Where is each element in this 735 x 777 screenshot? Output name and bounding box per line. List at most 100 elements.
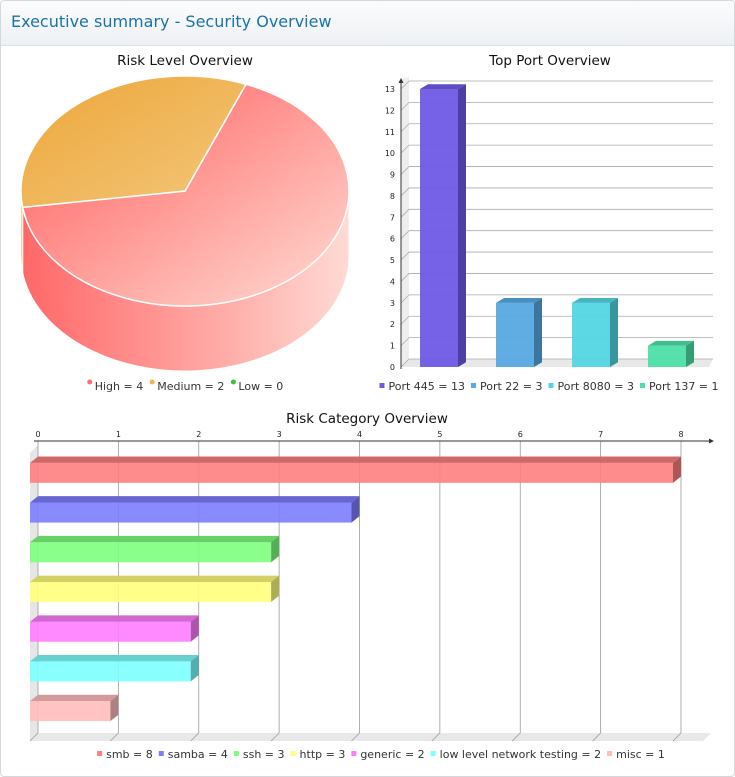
port-bar-side <box>686 340 694 367</box>
category-bar-top <box>30 615 199 622</box>
category-bar-top <box>30 575 280 582</box>
port-gridline-depth <box>400 251 410 261</box>
port-gridline-depth <box>400 294 410 304</box>
category-bar-end <box>110 694 119 722</box>
port-y-axis-arrow <box>398 78 404 83</box>
risk-category-legend-swatch <box>351 751 357 756</box>
port-y-tick: 8 <box>390 192 395 201</box>
port-gridline-depth <box>400 80 410 90</box>
port-gridline-depth <box>400 337 410 346</box>
category-gridline-depth <box>29 732 39 742</box>
category-bar-end <box>673 456 681 483</box>
category-x-tick: 2 <box>196 430 201 439</box>
category-bar-top <box>30 655 199 662</box>
top-port-legend-entry: Port 137 = 1 <box>649 380 719 393</box>
category-x-tick: 7 <box>598 430 603 439</box>
port-y-tick: 0 <box>390 363 395 372</box>
port-gridline-depth <box>400 358 410 368</box>
category-gridline-depth <box>270 732 280 742</box>
category-gridline-depth <box>511 732 521 742</box>
category-bar-top <box>30 694 119 702</box>
category-x-tick: 8 <box>678 430 683 439</box>
category-gridline-depth <box>592 732 601 742</box>
category-bar-front <box>30 542 272 563</box>
top-port-legend-swatch <box>379 383 385 388</box>
port-y-tick: 13 <box>385 85 395 94</box>
category-bar-front <box>30 502 352 523</box>
pie-slice-high <box>21 83 350 307</box>
port-bar-top <box>420 84 466 89</box>
port-y-tick: 3 <box>390 299 395 308</box>
risk-level-title: Risk Level Overview <box>117 53 253 69</box>
port-bar-side <box>534 298 542 367</box>
risk-category-legend-entry: ssh = 3 <box>243 748 285 761</box>
port-axis-wall <box>401 77 409 367</box>
risk-category-legend-swatch <box>158 751 164 756</box>
category-x-tick: 5 <box>437 430 442 439</box>
category-bar-end <box>190 655 199 682</box>
port-floor <box>401 359 713 367</box>
risk-category-legend-swatch <box>430 751 436 756</box>
risk-category-title: Risk Category Overview <box>286 411 448 427</box>
category-floor <box>30 733 711 741</box>
category-bar-end <box>271 535 280 563</box>
risk-category-legend-entry: generic = 2 <box>360 748 424 761</box>
port-gridline-depth <box>400 187 410 197</box>
port-y-tick: 2 <box>390 320 395 329</box>
category-bar-ssh <box>30 535 280 563</box>
port-bar-side <box>458 84 466 367</box>
port-bar-top <box>648 340 694 346</box>
port-y-tick: 5 <box>390 256 395 265</box>
category-x-tick: 4 <box>357 430 362 439</box>
port-gridline-depth <box>400 209 410 218</box>
port-bar-side <box>610 298 618 367</box>
port-gridline-depth <box>400 123 410 133</box>
port-gridline-depth <box>400 273 410 282</box>
risk-category-legend-swatch <box>97 751 103 756</box>
top-port-legend-swatch <box>470 383 476 388</box>
risk-level-legend-dot <box>149 379 155 385</box>
category-gridline-depth <box>672 732 682 742</box>
risk-level-legend-entry: Medium = 2 <box>157 380 224 393</box>
category-gridline-depth <box>351 732 360 742</box>
risk-level-legend-entry: High = 4 <box>95 380 144 393</box>
port-gridline-depth <box>400 166 410 175</box>
category-bar-front <box>30 661 191 682</box>
top-port-title: Top Port Overview <box>488 53 611 69</box>
category-x-tick: 1 <box>116 430 121 439</box>
top-port-legend-entry: Port 445 = 13 <box>388 380 465 393</box>
port-bar-top <box>572 298 618 303</box>
category-x-tick: 0 <box>35 430 40 439</box>
category-x-axis-arrow <box>709 438 714 444</box>
risk-category-legend-swatch <box>290 751 296 756</box>
top-port-legend-swatch <box>548 383 554 388</box>
category-bar-front <box>30 701 111 722</box>
port-gridline-depth <box>400 230 410 239</box>
category-bar-top <box>30 456 681 463</box>
top-port-legend-entry: Port 8080 = 3 <box>558 380 635 393</box>
port-y-tick: 11 <box>385 128 395 137</box>
risk-category-chart: Risk Category Overview 0 1 2 3 4 5 6 7 8 smb = 8… <box>29 411 714 761</box>
port-gridline-depth <box>400 144 410 154</box>
port-bar-front <box>648 345 686 367</box>
risk-category-legend-swatch <box>607 751 613 756</box>
risk-category-legend-entry: misc = 1 <box>616 748 665 761</box>
panel-title: Executive summary - Security Overview <box>11 12 332 31</box>
port-y-tick: 6 <box>390 235 395 244</box>
category-bar-generic <box>30 615 199 642</box>
port-y-tick: 1 <box>390 342 395 351</box>
top-port-legend-entry: Port 22 = 3 <box>480 380 543 393</box>
category-bar-top <box>30 535 280 543</box>
risk-level-legend-dot <box>87 379 93 385</box>
category-bar-top <box>30 496 360 503</box>
risk-category-legend-entry: smb = 8 <box>106 748 153 761</box>
category-bar-front <box>30 462 673 483</box>
category-bar-end <box>351 496 360 523</box>
category-bar-samba <box>30 496 360 523</box>
port-y-tick: 12 <box>385 106 395 115</box>
port-gridline-depth <box>400 102 410 111</box>
category-bar-misc <box>30 694 119 722</box>
